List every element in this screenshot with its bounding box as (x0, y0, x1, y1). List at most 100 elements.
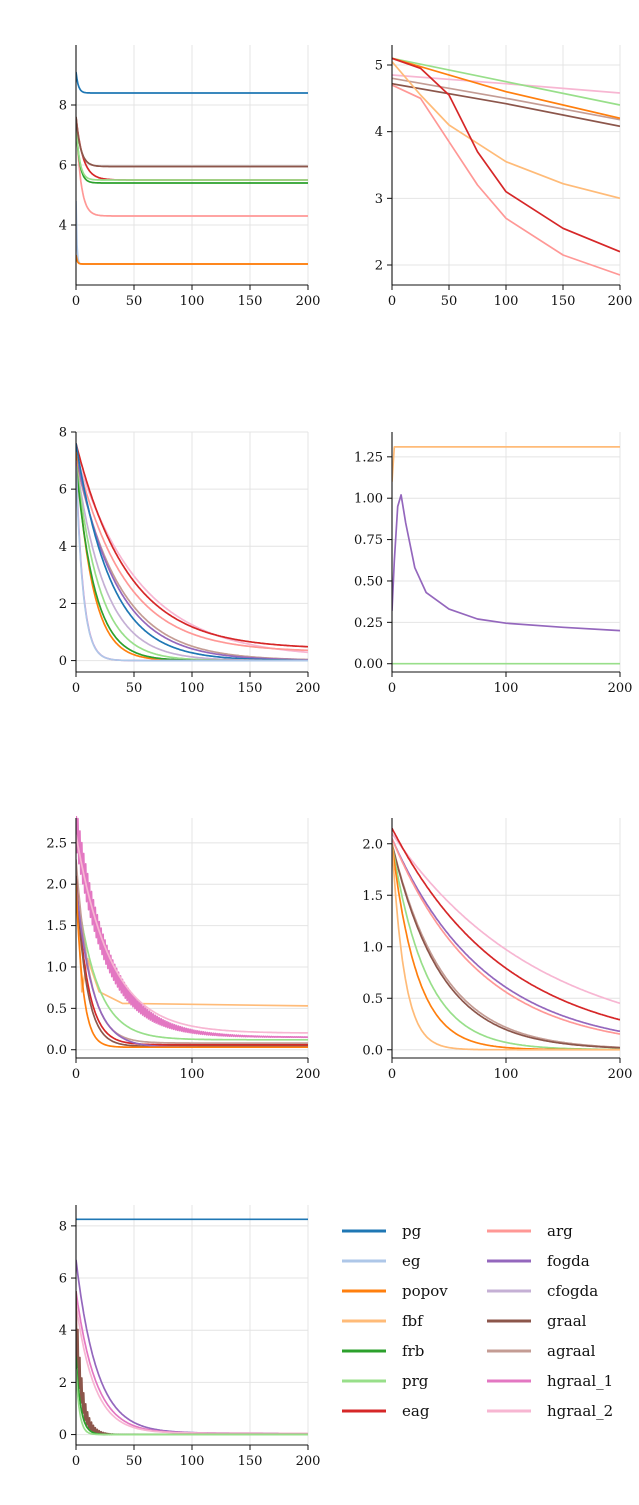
y-tick-label: 4 (59, 219, 67, 234)
y-tick-label: 0.25 (354, 616, 383, 631)
x-tick-label: 100 (180, 1454, 205, 1469)
series-group (76, 816, 308, 1049)
series-group (76, 443, 308, 662)
y-tick-label: 0.5 (46, 1002, 67, 1017)
x-tick-label: 100 (494, 681, 519, 696)
series-group (76, 71, 308, 265)
legend-label-eag: eag (402, 1402, 430, 1420)
y-tick-label: 6 (59, 1272, 67, 1287)
x-tick-label: 200 (296, 681, 321, 696)
y-tick-label: 8 (59, 426, 67, 441)
x-tick-label: 50 (126, 294, 143, 309)
x-tick-label: 50 (126, 681, 143, 696)
legend-label-fogda: fogda (547, 1252, 590, 1270)
legend-label-hgraal_1: hgraal_1 (547, 1372, 613, 1390)
series-line-fbf (392, 61, 620, 200)
legend-label-hgraal_2: hgraal_2 (547, 1402, 613, 1420)
series-line-fogda (392, 494, 620, 632)
y-tick-label: 8 (59, 1219, 67, 1234)
legend-label-eg: eg (402, 1252, 421, 1270)
y-tick-label: 6 (59, 483, 67, 498)
x-tick-label: 50 (441, 294, 458, 309)
legend-label-popov: popov (402, 1282, 448, 1300)
legend-label-frb: frb (402, 1342, 424, 1360)
y-tick-label: 1.25 (354, 450, 383, 465)
x-tick-label: 100 (180, 681, 205, 696)
series-line-eag (392, 827, 620, 1021)
legend-label-prg: prg (402, 1372, 429, 1390)
series-line-eag (76, 875, 308, 1046)
series-line-frb (76, 122, 308, 184)
y-tick-label: 0.0 (362, 1043, 383, 1058)
series-line-fogda (392, 838, 620, 1033)
panel-d: 0 100 200 0.00 0.25 0.50 0.75 1.00 1.25 (354, 432, 632, 696)
y-tick-label: 1.00 (354, 492, 383, 507)
series-line-hgraal_2 (76, 834, 308, 1034)
series-line-arg (392, 838, 620, 1035)
y-tick-label: 0.5 (362, 992, 383, 1007)
y-tick-label: 1.0 (46, 960, 67, 975)
series-line-popov (392, 57, 620, 120)
legend-label-arg: arg (547, 1222, 573, 1240)
x-tick-label: 0 (72, 1067, 80, 1082)
x-tick-label: 200 (296, 1454, 321, 1469)
panel-a: 0 50 100 150 200 4 6 8 (59, 45, 320, 309)
legend-label-graal: graal (547, 1312, 587, 1330)
series-line-popov (76, 884, 308, 1049)
panel-g: 0 50 100 150 200 0 2 4 6 8 (59, 1205, 321, 1469)
x-tick-label: 200 (608, 681, 633, 696)
y-tick-label: 4 (375, 125, 383, 140)
series-line-prg (76, 1369, 308, 1436)
y-tick-label: 2.0 (362, 837, 383, 852)
legend-label-agraal: agraal (547, 1342, 596, 1360)
series-line-eag (392, 57, 620, 253)
legend: pg eg popov fbf frb prg eag arg fogda cfogda graal… (342, 1222, 613, 1420)
panel-c: 0 50 100 150 200 0 2 4 6 8 (59, 426, 321, 697)
series-line-arg (392, 84, 620, 276)
y-tick-label: 2 (375, 259, 383, 274)
series-line-hgraal_2 (76, 1303, 308, 1435)
series-line-hgraal_1 (76, 816, 308, 1039)
y-tick-label: 0.00 (354, 657, 383, 672)
series-group (392, 57, 620, 276)
legend-label-pg: pg (402, 1222, 422, 1240)
x-tick-label: 100 (494, 1067, 519, 1082)
y-tick-label: 0.0 (46, 1043, 67, 1058)
y-tick-label: 1.5 (362, 889, 383, 904)
y-tick-label: 0 (59, 1428, 67, 1443)
x-tick-label: 200 (608, 294, 633, 309)
series-line-agraal (392, 77, 620, 121)
series-group (392, 446, 620, 665)
x-tick-label: 0 (72, 1454, 80, 1469)
x-tick-label: 0 (72, 681, 80, 696)
series-line-fbf (392, 843, 620, 1051)
series-line-popov (76, 254, 308, 265)
x-tick-label: 0 (388, 1067, 396, 1082)
y-tick-label: 0.75 (354, 533, 383, 548)
series-line-graal (76, 116, 308, 168)
y-tick-label: 3 (375, 192, 383, 207)
y-tick-label: 4 (59, 540, 67, 555)
x-tick-label: 200 (296, 1067, 321, 1082)
x-tick-label: 150 (238, 681, 263, 696)
series-line-pg (76, 71, 308, 94)
panel-b: 0 50 100 150 200 2 3 4 5 (375, 45, 633, 309)
series-line-prg (76, 884, 308, 1041)
panel-e: 0 100 200 0.0 0.5 1.0 1.5 2.0 2.5 (46, 816, 321, 1082)
y-tick-label: 8 (59, 99, 67, 114)
x-tick-label: 0 (388, 294, 396, 309)
x-tick-label: 50 (126, 1454, 143, 1469)
series-group (76, 1218, 308, 1436)
y-tick-label: 5 (375, 59, 383, 74)
legend-label-cfogda: cfogda (547, 1282, 598, 1300)
panel-f: 0 100 200 0.0 0.5 1.0 1.5 2.0 (362, 818, 632, 1082)
series-line-prg (76, 122, 308, 181)
x-tick-label: 100 (180, 294, 205, 309)
series-line-arg (76, 454, 308, 652)
legend-label-fbf: fbf (402, 1312, 424, 1330)
series-line-arg (76, 116, 308, 217)
x-tick-label: 100 (494, 294, 519, 309)
y-tick-label: 0.50 (354, 574, 383, 589)
y-tick-label: 2 (59, 597, 67, 612)
